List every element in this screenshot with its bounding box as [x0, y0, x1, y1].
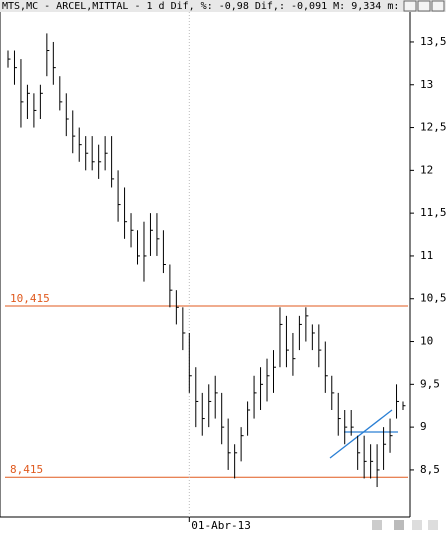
tool-icon[interactable] — [372, 520, 382, 530]
y-tick-label: 8,5 — [420, 463, 440, 476]
y-tick-label: 11 — [420, 249, 433, 262]
y-tick-label: 12,5 — [420, 121, 446, 134]
horizontal-line-label: 10,415 — [10, 292, 50, 305]
y-tick-label: 10 — [420, 335, 433, 348]
y-tick-label: 9,5 — [420, 377, 440, 390]
y-tick-label: 13,5 — [420, 35, 446, 48]
y-tick-label: 13 — [420, 78, 433, 91]
close-button[interactable] — [431, 0, 445, 12]
chart-title: MTS,MC - ARCEL,MITTAL - 1 d Dif, %: -0,9… — [2, 1, 399, 12]
zoom-icon[interactable] — [428, 520, 438, 530]
y-tick-label: 11,5 — [420, 206, 446, 219]
trend-line — [329, 409, 393, 459]
y-tick-label: 9 — [420, 420, 427, 433]
save-icon[interactable] — [394, 520, 404, 530]
title-bar — [0, 0, 446, 12]
x-tick-label: 01-Abr-13 — [191, 519, 251, 532]
y-tick-label: 12 — [420, 163, 433, 176]
minimize-button[interactable] — [403, 0, 417, 12]
y-tick-label: 10,5 — [420, 292, 446, 305]
maximize-button[interactable] — [417, 0, 431, 12]
horizontal-line-label: 8,415 — [10, 463, 43, 476]
pin-icon[interactable] — [412, 520, 422, 530]
